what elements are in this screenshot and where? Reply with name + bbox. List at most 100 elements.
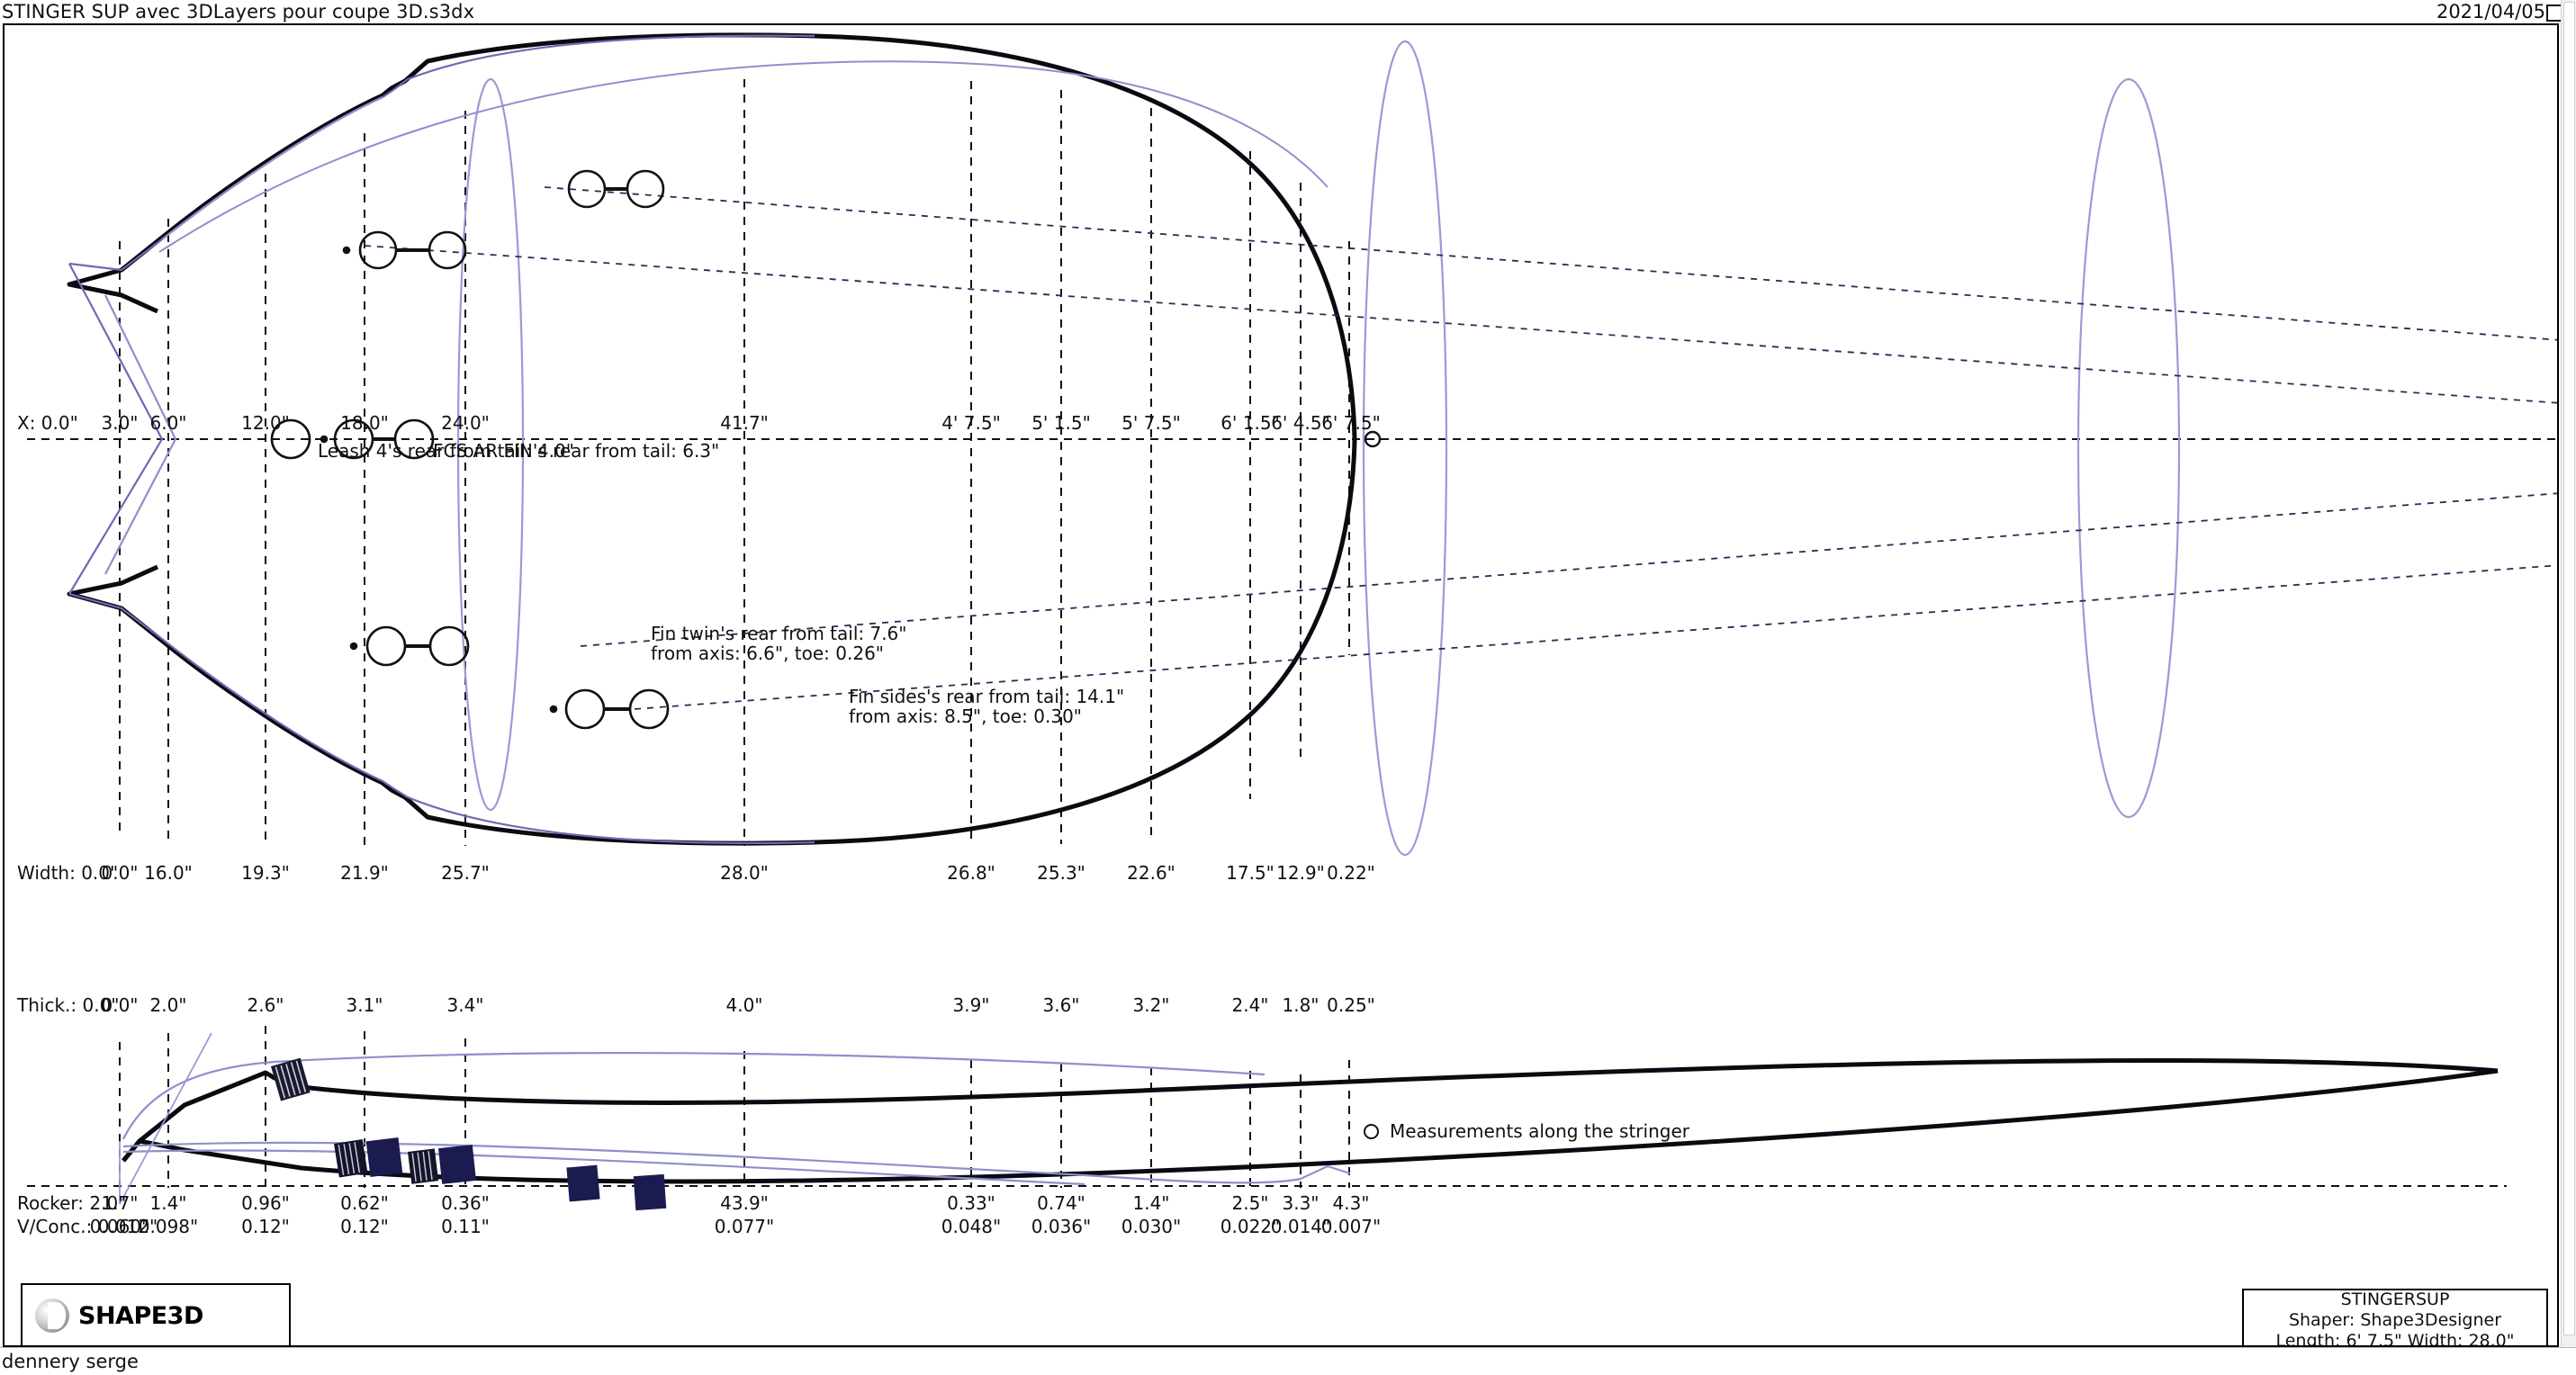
plan-construction-layers [68, 34, 815, 845]
row-rocker-v4: 0.36" [441, 1192, 490, 1214]
row-width-v3: 21.9" [340, 862, 389, 884]
row-rocker-v9: 2.5" [1231, 1192, 1269, 1214]
legend: Measurements along the stringer [1364, 1120, 1689, 1142]
row-x-v5: 41.7" [720, 412, 769, 434]
info-model: STINGERSUP [2340, 1289, 2450, 1309]
info-shaper: Shaper: Shape3Designer [2288, 1309, 2502, 1330]
row-thickness-v5: 4.0" [725, 994, 763, 1016]
plug-markers [270, 169, 1382, 730]
plan-3d-layer-curves [456, 40, 2181, 857]
row-width-v2: 19.3" [241, 862, 290, 884]
row-width-v1: 16.0" [144, 862, 193, 884]
row-x-head: X: 0.0" [17, 412, 78, 434]
row-thickness-v10: 1.8" [1282, 994, 1320, 1016]
row-rocker-v6: 0.33" [947, 1192, 995, 1214]
row-x-v1: 6.0" [149, 412, 187, 434]
legend-label: Measurements along the stringer [1390, 1120, 1689, 1142]
row-vconc-v8: 0.030" [1121, 1216, 1182, 1237]
row-width-v10: 12.9" [1276, 862, 1325, 884]
row-thickness-v3: 3.1" [346, 994, 383, 1016]
row-x-v0: 3.0" [101, 412, 139, 434]
layer-block-blue-1 [365, 1137, 403, 1178]
row-rocker-v1: 1.4" [149, 1192, 187, 1214]
row-width-v11: 0.22" [1327, 862, 1375, 884]
row-rocker: Rocker: 2.0" 1.7" 1.4" 0.96" 0.62" 0.36"… [5, 1192, 2557, 1216]
row-rocker-v7: 0.74" [1037, 1192, 1085, 1214]
statusbar: dennery serge [0, 1347, 2576, 1375]
row-x-v8: 5' 7.5" [1121, 412, 1181, 434]
row-x-v10: 6' 4.5" [1271, 412, 1330, 434]
row-thickness-v1: 2.0" [149, 994, 187, 1016]
row-vconc-v6: 0.048" [941, 1216, 1002, 1237]
row-width-v8: 22.6" [1127, 862, 1175, 884]
titlebar: STINGER SUP avec 3DLayers pour coupe 3D.… [0, 0, 2576, 23]
info-dimensions: Length: 6' 7.5" Width: 28.0" [2275, 1330, 2515, 1347]
scrollbar-thumb[interactable] [2563, 2, 2575, 1335]
stringer-marker-icon [1364, 1123, 1379, 1139]
row-thickness: Thick.: 0.0" 0.0" 2.0" 2.6" 3.1" 3.4" 4.… [5, 994, 2557, 1018]
row-x-v2: 12.0" [241, 412, 290, 434]
row-vconc-v1: 0.098" [138, 1216, 199, 1237]
row-rocker-v2: 0.96" [241, 1192, 290, 1214]
row-rocker-v10: 3.3" [1282, 1192, 1320, 1214]
profile-bottom-line [122, 1068, 2499, 1184]
row-vconc-v10: 0.014" [1270, 1216, 1331, 1237]
vertical-scrollbar[interactable] [2561, 0, 2576, 1375]
row-vconc-v2: 0.12" [241, 1216, 290, 1237]
shape3d-logo-icon [35, 1299, 69, 1333]
row-thickness-v6: 3.9" [952, 994, 990, 1016]
row-rocker-v11: 4.3" [1332, 1192, 1370, 1214]
board-drawing [27, 32, 2557, 1211]
row-width-v5: 28.0" [720, 862, 769, 884]
row-vconc-v9: 0.022" [1220, 1216, 1281, 1237]
document-title: STINGER SUP avec 3DLayers pour coupe 3D.… [2, 1, 475, 22]
row-thickness-v4: 3.4" [446, 994, 484, 1016]
row-width-v7: 25.3" [1037, 862, 1085, 884]
brand-logo-card: SHAPE3D [21, 1283, 291, 1345]
annotation-fin-sides: Fin sides's rear from tail: 14.1" from a… [849, 686, 1125, 728]
annotation-leash: Leash 4's rear from tail: 4.0" [318, 440, 574, 462]
row-vconc-v3: 0.12" [340, 1216, 389, 1237]
row-thickness-v9: 2.4" [1231, 994, 1269, 1016]
row-thickness-v0: 0.0" [101, 994, 139, 1016]
row-width-v6: 26.8" [947, 862, 995, 884]
row-x-v6: 4' 7.5" [941, 412, 1001, 434]
board-info-card: STINGERSUP Shaper: Shape3Designer Length… [2242, 1289, 2548, 1347]
layer-block-blue-3 [566, 1164, 600, 1202]
row-width-head: Width: 0.0" [17, 862, 119, 884]
row-rocker-v3: 0.62" [340, 1192, 389, 1214]
row-rocker-v5: 43.9" [720, 1192, 769, 1214]
plan-fin-reference-lines [364, 186, 2557, 710]
row-vconc: V/Conc.: 0.012" 0.060" 0.098" 0.12" 0.12… [5, 1216, 2557, 1239]
row-vconc-v0: 0.060" [89, 1216, 150, 1237]
row-x-v9: 6' 1.5" [1220, 412, 1280, 434]
row-width-v9: 17.5" [1226, 862, 1274, 884]
row-vconc-v7: 0.036" [1031, 1216, 1092, 1237]
plan-rail-line-top [158, 60, 1329, 253]
profile-station-guides [119, 1026, 1350, 1188]
row-x-v11: 6' 7.5" [1321, 412, 1381, 434]
plan-station-guides [119, 79, 1350, 846]
row-vconc-head: V/Conc.: 0.012" [17, 1216, 158, 1237]
row-vconc-v5: 0.077" [714, 1216, 775, 1237]
row-rocker-v8: 1.4" [1132, 1192, 1170, 1214]
brand-name: SHAPE3D [78, 1301, 203, 1330]
drawing-canvas[interactable]: Leash 4's rear from tail: 4.0" FCS AR FI… [3, 23, 2559, 1347]
row-width-v4: 25.7" [441, 862, 490, 884]
profile-deck-line [122, 1058, 2499, 1163]
row-width-v0: 0.0" [101, 862, 139, 884]
profile-construction-layers [119, 1032, 1351, 1205]
row-thickness-v11: 0.25" [1327, 994, 1375, 1016]
row-x: X: 0.0" 3.0" 6.0" 12.0" 18.0" 24.0" 41.7… [5, 412, 2557, 436]
row-vconc-v11: 0.007" [1320, 1216, 1382, 1237]
row-x-v7: 5' 1.5" [1031, 412, 1091, 434]
annotation-fin-twin: Fin twin's rear from tail: 7.6" from axi… [651, 623, 907, 665]
row-thickness-head: Thick.: 0.0" [17, 994, 120, 1016]
row-rocker-v0: 1.7" [101, 1192, 139, 1214]
row-thickness-v2: 2.6" [247, 994, 284, 1016]
row-x-v4: 24.0" [441, 412, 490, 434]
row-vconc-v4: 0.11" [441, 1216, 490, 1237]
row-width: Width: 0.0" 0.0" 16.0" 19.3" 21.9" 25.7"… [5, 862, 2557, 885]
row-thickness-v8: 3.2" [1132, 994, 1170, 1016]
